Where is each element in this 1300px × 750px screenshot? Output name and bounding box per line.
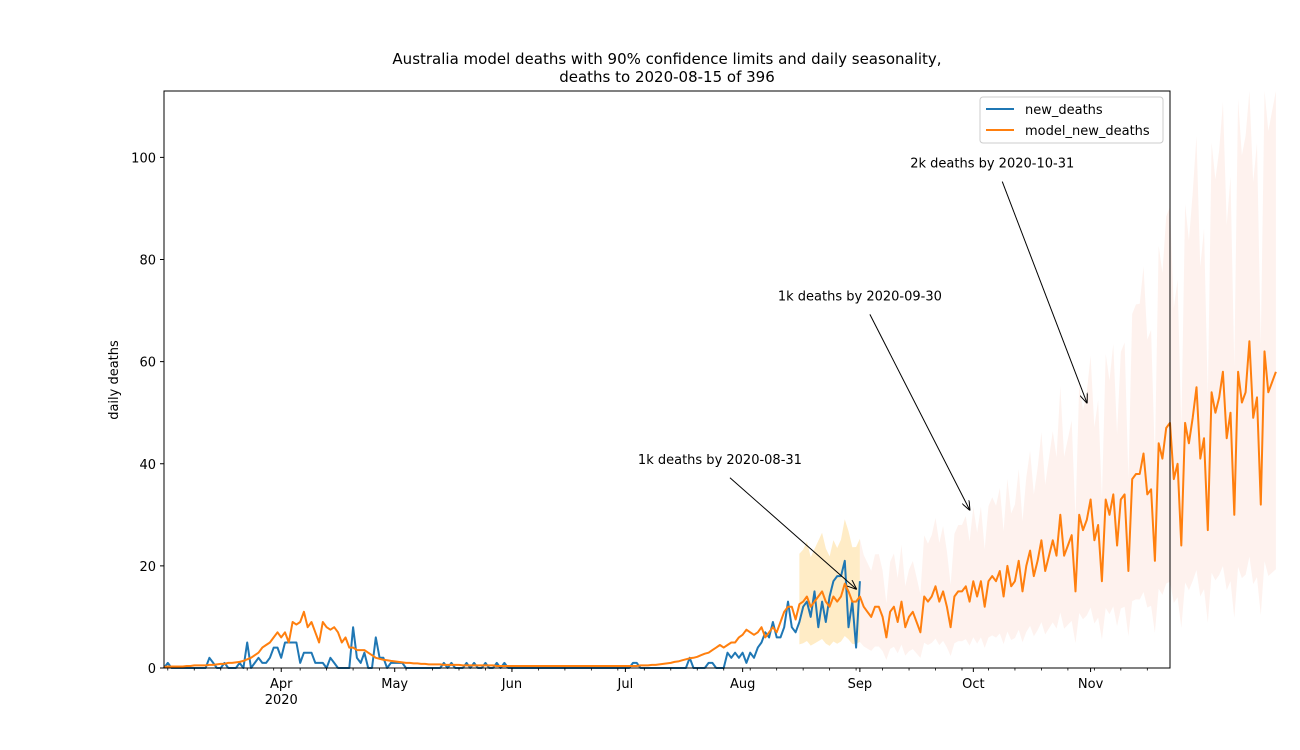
x-tick-label: May	[381, 677, 408, 692]
y-axis: 0 20 40 60 80 100	[131, 151, 164, 677]
x-tick-label: Aug	[730, 677, 755, 692]
annotation-arrow	[1001, 181, 1087, 403]
annotation-arrow	[869, 314, 970, 509]
confidence-band-far	[859, 91, 1276, 660]
x-tick-label: Jun	[501, 677, 522, 692]
confidence-band	[799, 91, 1276, 660]
x-tick-label: Jul	[617, 677, 634, 692]
x-tick-label: Apr	[270, 677, 293, 692]
legend-label-new-deaths: new_deaths	[1025, 103, 1103, 118]
chart-title-line2: deaths to 2020-08-15 of 396	[559, 68, 775, 86]
x-tick-label: Sep	[848, 677, 873, 692]
y-tick-label: 0	[148, 662, 156, 677]
annotation-text: 1k deaths by 2020-08-31	[638, 453, 802, 468]
series-line-model-new-deaths	[163, 340, 1277, 668]
x-tick-label: Oct	[962, 677, 984, 692]
legend-box	[979, 96, 1164, 144]
confidence-band-near	[799, 519, 860, 646]
y-axis-label: daily deaths	[107, 340, 122, 420]
series-line-new-deaths	[163, 559, 861, 669]
y-tick-label: 60	[139, 356, 156, 371]
y-tick-label: 100	[131, 151, 156, 166]
chart-title-line1: Australia model deaths with 90% confiden…	[392, 50, 942, 68]
x-tick-sublabel: 2020	[265, 693, 298, 708]
annotation-text: 1k deaths by 2020-09-30	[778, 289, 942, 304]
y-tick-label: 80	[139, 254, 156, 269]
annotations: 1k deaths by 2020-08-31 1k deaths by 2020…	[638, 157, 1087, 589]
x-tick-label: Nov	[1078, 677, 1104, 692]
y-tick-label: 40	[139, 458, 156, 473]
y-tick-label: 20	[139, 560, 156, 575]
legend-label-model-new-deaths: model_new_deaths	[1025, 124, 1150, 139]
annotation-arrow	[729, 477, 856, 589]
plot-frame	[163, 90, 1171, 669]
legend: new_deaths model_new_deaths	[979, 96, 1164, 144]
annotation-text: 2k deaths by 2020-10-31	[910, 157, 1074, 172]
